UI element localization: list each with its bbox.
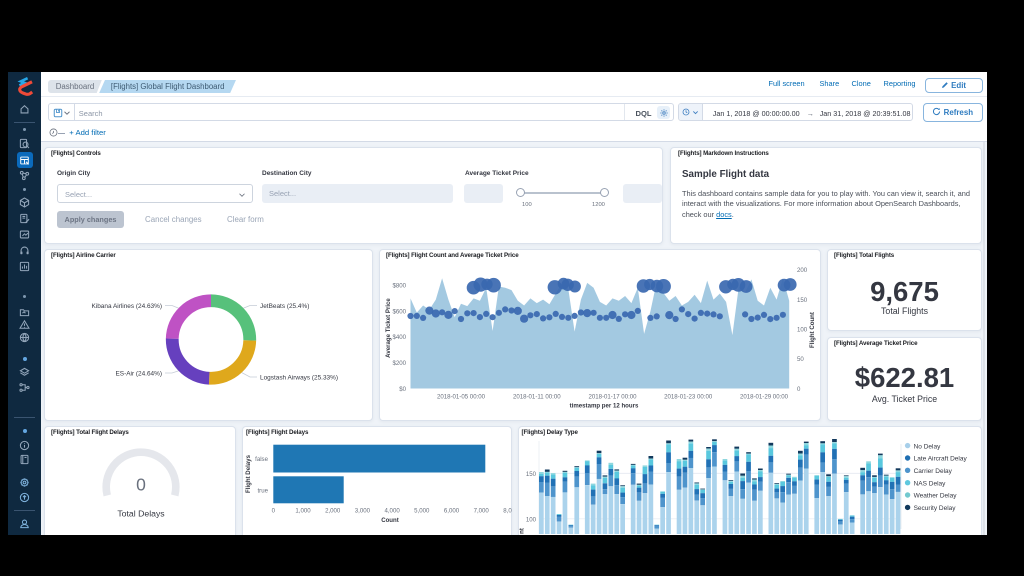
svg-text:$0: $0 (399, 386, 406, 393)
svg-text:$800: $800 (392, 283, 406, 290)
svg-text:150: 150 (797, 297, 808, 304)
svg-text:2018-01-11 00:00: 2018-01-11 00:00 (513, 394, 561, 401)
svg-text:0: 0 (272, 508, 276, 515)
svg-text:Kibana Airlines (24.63%): Kibana Airlines (24.63%) (92, 303, 163, 310)
svg-text:50: 50 (797, 356, 804, 363)
svg-text:nt: nt (519, 528, 526, 534)
svg-text:JetBeats (25.4%): JetBeats (25.4%) (260, 303, 309, 310)
svg-text:2018-01-23 00:00: 2018-01-23 00:00 (664, 394, 713, 401)
svg-text:6,000: 6,000 (444, 508, 460, 515)
svg-text:Weather Delay: Weather Delay (914, 493, 958, 500)
svg-text:200: 200 (797, 267, 808, 274)
svg-text:timestamp per 12 hours: timestamp per 12 hours (570, 403, 639, 410)
svg-text:$600: $600 (392, 309, 406, 316)
svg-text:$400: $400 (392, 334, 406, 341)
svg-text:Flight Count: Flight Count (809, 312, 816, 348)
svg-text:2018-01-17 00:00: 2018-01-17 00:00 (588, 394, 637, 401)
svg-text:7,000: 7,000 (474, 508, 490, 515)
svg-text:Count: Count (381, 517, 399, 524)
svg-text:1,000: 1,000 (295, 508, 311, 515)
svg-text:Total Delays: Total Delays (117, 509, 165, 519)
svg-text:ES-Air (24.64%): ES-Air (24.64%) (115, 371, 162, 378)
svg-text:Flight Delays: Flight Delays (245, 454, 252, 493)
svg-text:true: true (257, 487, 268, 494)
svg-text:NAS Delay: NAS Delay (914, 480, 947, 487)
svg-text:0: 0 (136, 475, 146, 495)
svg-text:8,000: 8,000 (503, 508, 512, 515)
svg-text:100: 100 (526, 516, 537, 523)
svg-text:2018-01-05 00:00: 2018-01-05 00:00 (437, 394, 486, 401)
svg-text:No Delay: No Delay (914, 443, 941, 450)
svg-text:Logstash Airways (25.33%): Logstash Airways (25.33%) (260, 375, 338, 382)
svg-text:150: 150 (526, 471, 537, 478)
svg-text:4,000: 4,000 (384, 508, 400, 515)
svg-text:false: false (255, 456, 268, 463)
svg-text:Security Delay: Security Delay (914, 505, 957, 512)
svg-text:Average Ticket Price: Average Ticket Price (385, 298, 392, 358)
svg-text:100: 100 (797, 327, 808, 334)
svg-text:0: 0 (797, 386, 801, 393)
svg-text:2,000: 2,000 (325, 508, 341, 515)
svg-text:3,000: 3,000 (355, 508, 371, 515)
svg-text:$200: $200 (392, 360, 406, 367)
svg-text:Late Aircraft Delay: Late Aircraft Delay (914, 456, 968, 463)
svg-text:2018-01-29 00:00: 2018-01-29 00:00 (740, 394, 789, 401)
svg-text:Carrier Delay: Carrier Delay (914, 468, 953, 475)
svg-text:5,000: 5,000 (414, 508, 430, 515)
